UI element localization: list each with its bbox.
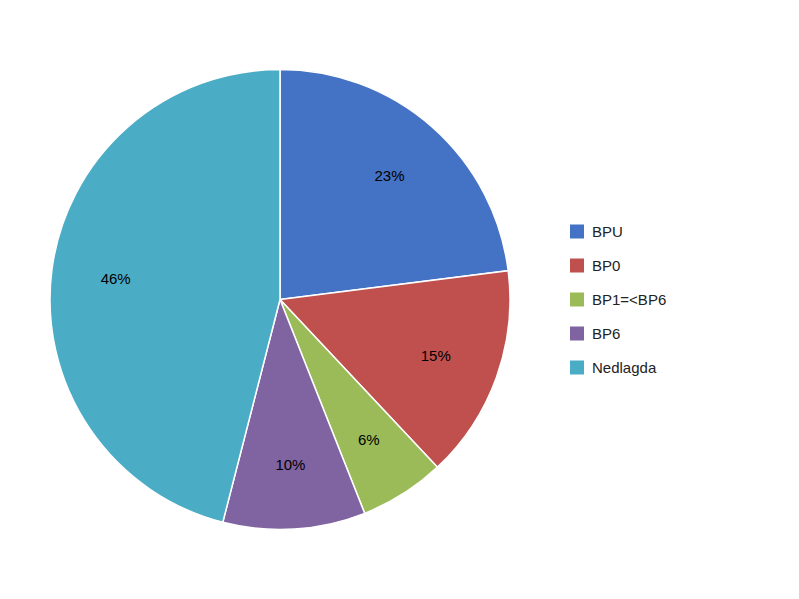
pie-slice bbox=[50, 70, 280, 523]
legend-label: BP6 bbox=[592, 325, 620, 342]
chart-container: 23% 15% 6% 10% 46% BPU BP0 BP1=<BP6 BP6 Nedlagda bbox=[0, 0, 799, 599]
pie-slice bbox=[280, 70, 508, 300]
legend-swatch bbox=[570, 225, 584, 239]
data-label: 46% bbox=[101, 270, 131, 287]
legend-swatch bbox=[570, 327, 584, 341]
data-label: 10% bbox=[275, 456, 305, 473]
legend-label: BPU bbox=[592, 223, 623, 240]
legend-label: BP1=<BP6 bbox=[592, 291, 666, 308]
data-label: 15% bbox=[421, 347, 451, 364]
legend-label: BP0 bbox=[592, 257, 620, 274]
data-label: 23% bbox=[374, 167, 404, 184]
data-label: 6% bbox=[358, 431, 380, 448]
data-labels: 23% 15% 6% 10% 46% bbox=[101, 167, 451, 473]
legend-label: Nedlagda bbox=[592, 359, 657, 376]
legend-swatch bbox=[570, 361, 584, 375]
legend-swatch bbox=[570, 259, 584, 273]
legend: BPU BP0 BP1=<BP6 BP6 Nedlagda bbox=[570, 223, 666, 376]
slices bbox=[50, 70, 510, 530]
legend-swatch bbox=[570, 293, 584, 307]
chart: 23% 15% 6% 10% 46% BPU BP0 BP1=<BP6 BP6 Nedlagda bbox=[0, 0, 799, 599]
